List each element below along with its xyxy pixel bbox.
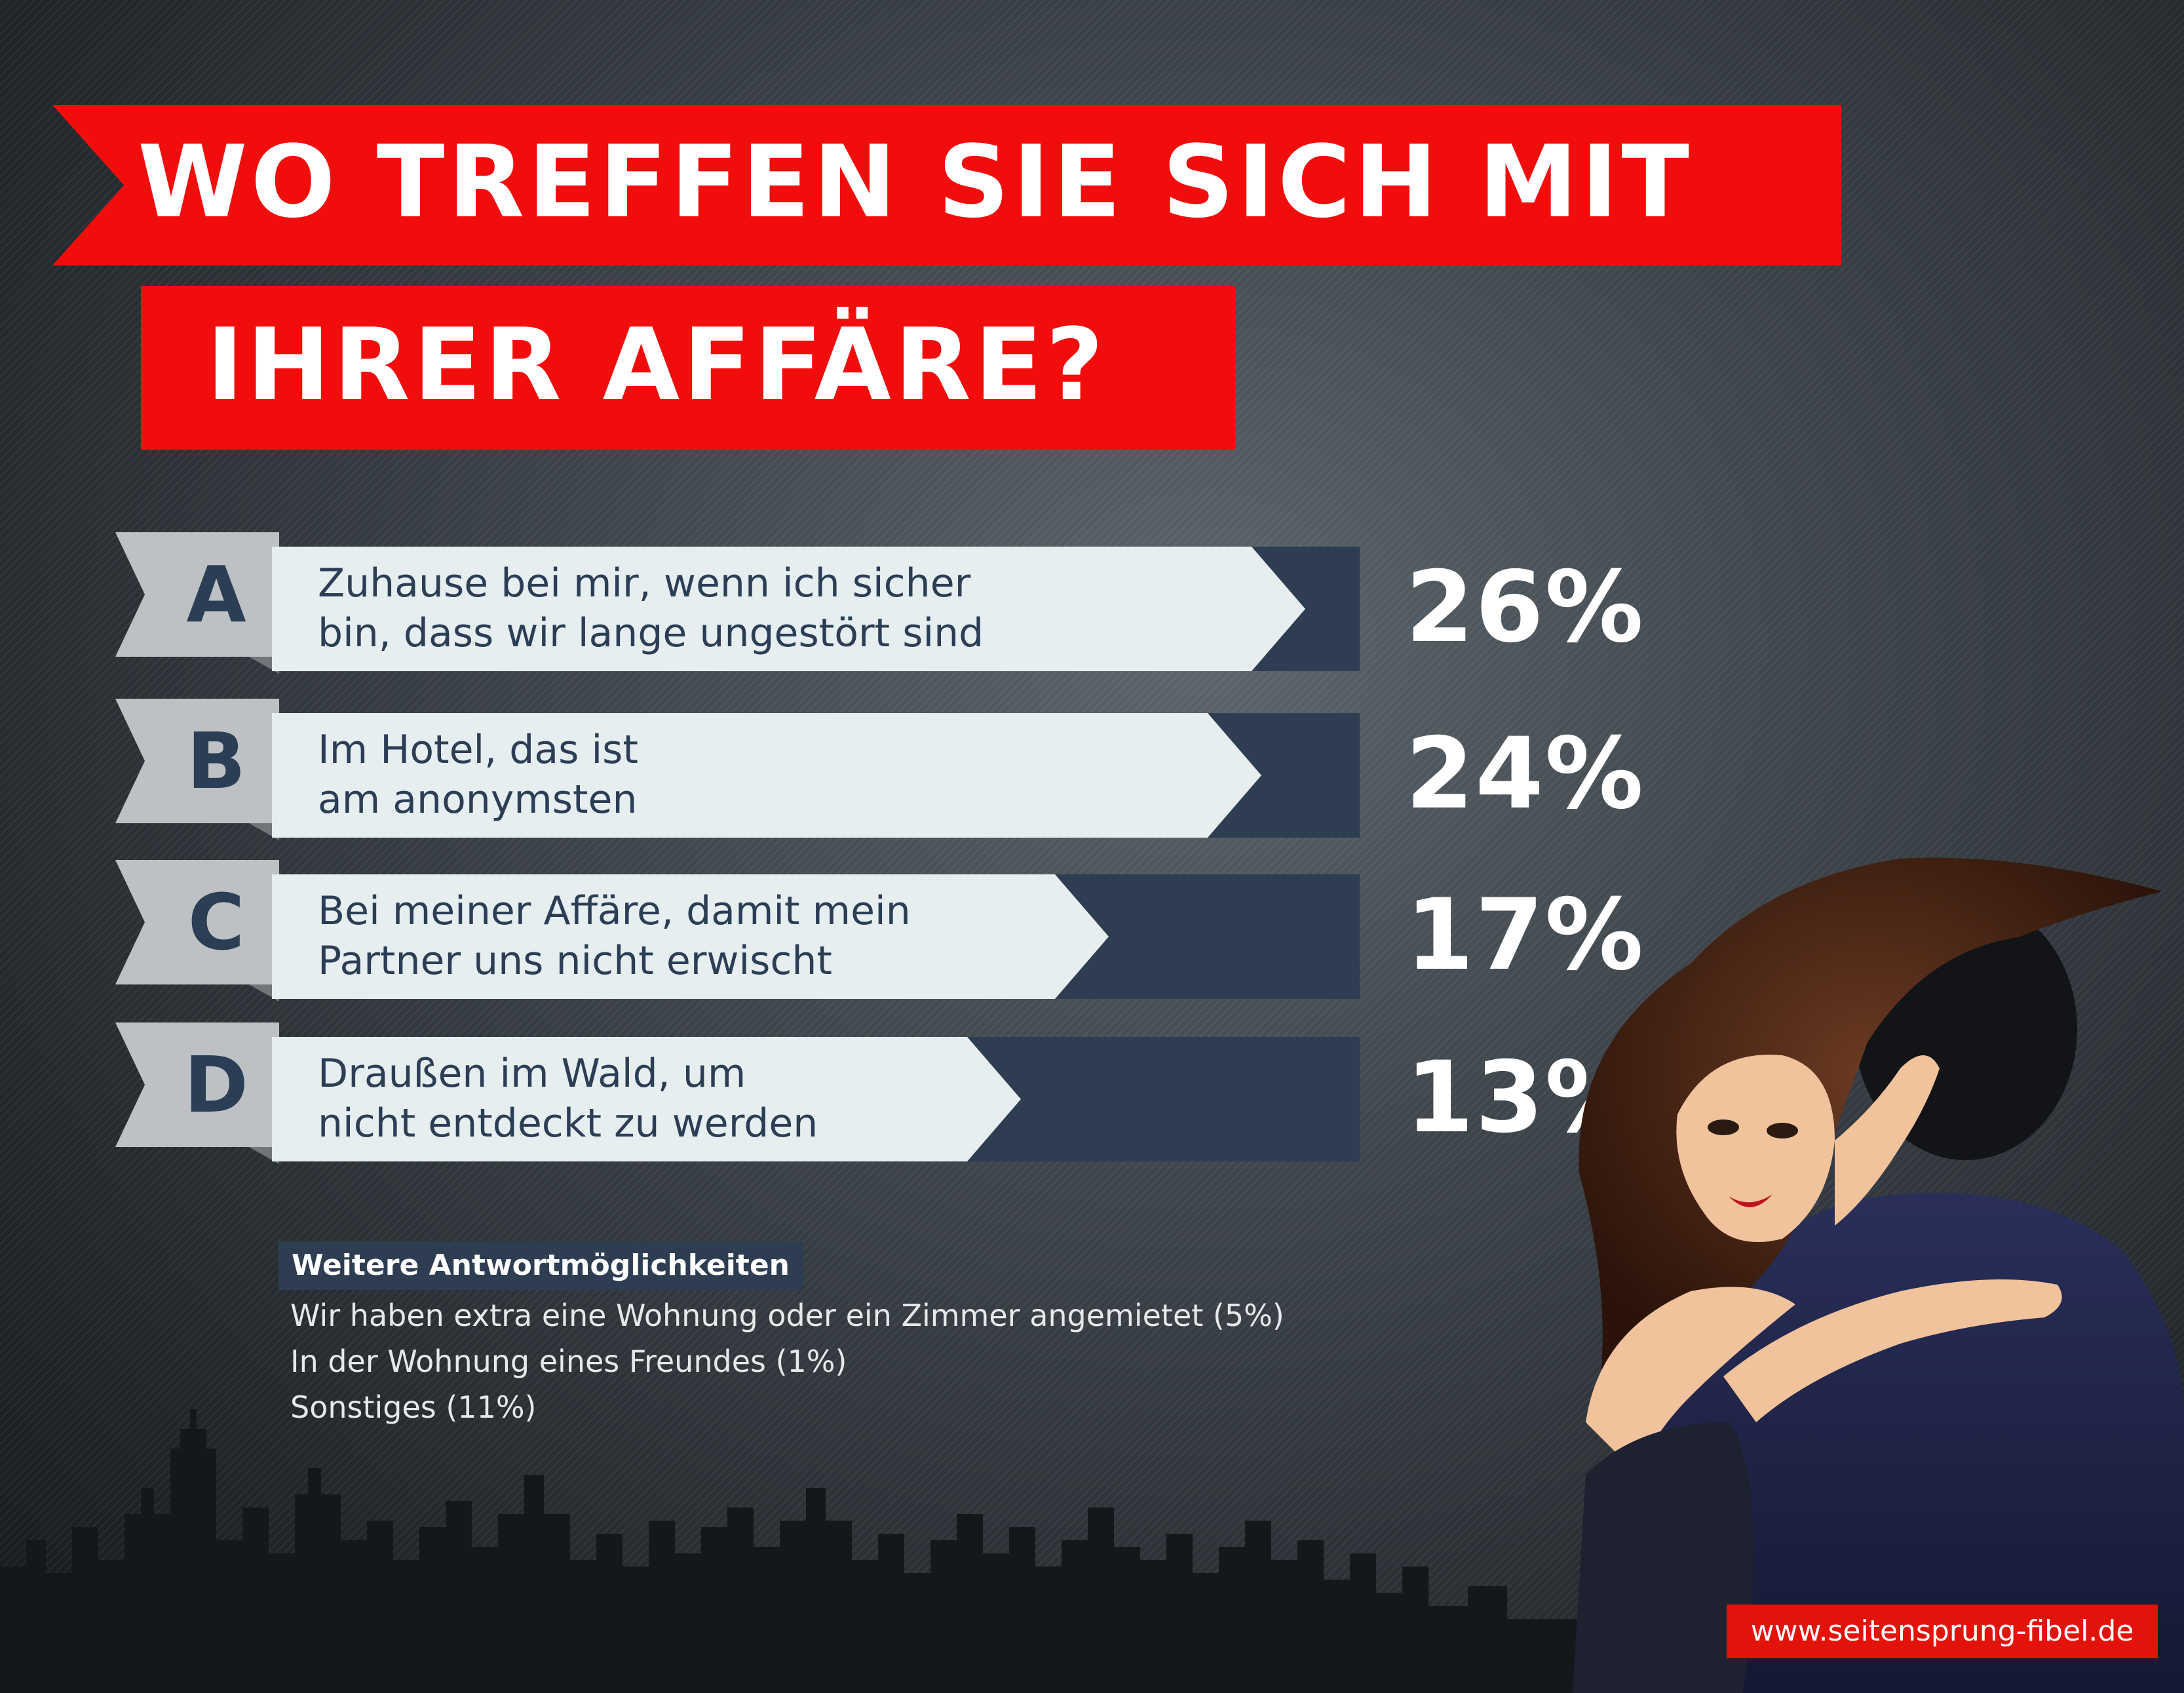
bar-fill [272, 713, 1261, 838]
bar-fill [272, 547, 1305, 671]
more-answer-item: In der Wohnung eines Freundes (1%) [290, 1344, 847, 1379]
answer-text-line2: am anonymsten [318, 777, 638, 823]
title-banner-line2: IHRER AFFÄRE? [141, 286, 1235, 450]
answer-row-d: D Draußen im Wald, um nicht entdeckt zu … [0, 1022, 1651, 1173]
percent-value: 17% [1405, 878, 1645, 992]
bar-fill [272, 1037, 1021, 1161]
website-url-badge: www.seitensprung-fibel.de [1727, 1605, 2158, 1658]
answer-letter: D [184, 1040, 248, 1130]
answer-text: Im Hotel, das ist am anonymsten [318, 725, 1235, 825]
title-banner-line1: WO TREFFEN SIE SICH MIT [52, 105, 1841, 265]
answer-text-line2: Partner uns nicht erwischt [318, 938, 832, 984]
answer-text: Zuhause bei mir, wenn ich sicher bin, da… [318, 558, 1235, 658]
answer-text-line2: nicht entdeckt zu werden [318, 1100, 818, 1146]
more-answer-item: Wir haben extra eine Wohnung oder ein Zi… [290, 1298, 1284, 1333]
answer-row-c: C Bei meiner Affäre, damit mein Partner … [0, 860, 1651, 1011]
answer-letter: B [187, 716, 246, 806]
answer-letter: A [186, 549, 246, 640]
answer-text-line1: Bei meiner Affäre, damit mein [318, 888, 911, 934]
answer-text-line1: Im Hotel, das ist [318, 727, 638, 773]
answer-letter: C [187, 877, 245, 967]
percent-value: 24% [1405, 717, 1645, 831]
more-answers-heading: Weitere Antwortmöglichkeiten [278, 1241, 803, 1290]
answer-text-line2: bin, dass wir lange ungestört sind [318, 610, 984, 656]
city-skyline-illustration [0, 1409, 1769, 1693]
answer-text: Bei meiner Affäre, damit mein Partner un… [318, 886, 1235, 986]
answer-text-line1: Zuhause bei mir, wenn ich sicher [318, 560, 971, 606]
answer-text: Draußen im Wald, um nicht entdeckt zu we… [318, 1049, 1235, 1148]
answer-row-b: B Im Hotel, das ist am anonymsten 24% [0, 699, 1651, 849]
answer-text-line1: Draußen im Wald, um [318, 1051, 746, 1097]
bar-fill [272, 874, 1109, 999]
more-answer-item: Sonstiges (11%) [290, 1390, 537, 1425]
page-title-line2: IHRER AFFÄRE? [206, 307, 1107, 423]
page-title-line1: WO TREFFEN SIE SICH MIT [138, 124, 1693, 240]
answer-row-a: A Zuhause bei mir, wenn ich sicher bin, … [0, 532, 1651, 683]
percent-value: 26% [1405, 551, 1645, 665]
embracing-couple-illustration [1573, 857, 2184, 1693]
